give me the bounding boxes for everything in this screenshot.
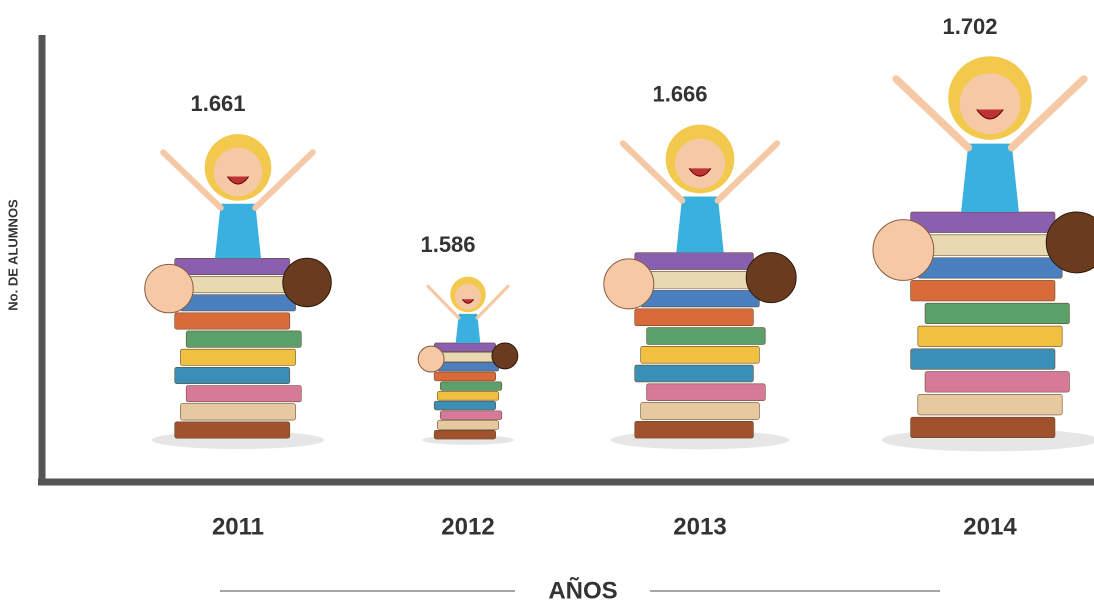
kid-arms bbox=[426, 284, 510, 320]
book bbox=[634, 252, 754, 270]
book bbox=[640, 289, 760, 308]
kid-arms bbox=[619, 140, 781, 204]
pictogram bbox=[144, 134, 332, 450]
book bbox=[436, 420, 500, 430]
book bbox=[924, 371, 1070, 393]
book bbox=[640, 402, 760, 420]
kid-head bbox=[282, 257, 332, 308]
kid-head bbox=[872, 219, 935, 281]
book bbox=[436, 391, 500, 401]
x-axis-label: AÑOS bbox=[548, 576, 617, 604]
book bbox=[924, 302, 1070, 325]
kid-smile bbox=[461, 298, 475, 304]
book bbox=[174, 421, 291, 439]
book bbox=[646, 383, 766, 401]
kid-body bbox=[455, 313, 481, 343]
kid-body bbox=[214, 203, 262, 259]
book bbox=[634, 420, 754, 439]
y-axis-label: No. DE ALUMNOS bbox=[5, 199, 20, 311]
book bbox=[917, 257, 1063, 279]
kid-head bbox=[603, 258, 655, 310]
book bbox=[634, 308, 754, 327]
book bbox=[910, 416, 1056, 439]
kid-arms bbox=[892, 75, 1088, 152]
book bbox=[174, 367, 291, 384]
book bbox=[917, 394, 1063, 416]
book bbox=[917, 325, 1063, 347]
kid-smile bbox=[688, 168, 712, 177]
book bbox=[180, 294, 296, 312]
kid-smile bbox=[976, 109, 1004, 120]
kid-face bbox=[455, 283, 481, 310]
book bbox=[433, 371, 496, 382]
kid-body bbox=[676, 196, 724, 253]
book bbox=[185, 330, 302, 348]
book bbox=[180, 348, 296, 366]
value-label: 1.661 bbox=[190, 91, 245, 116]
value-label: 1.702 bbox=[942, 14, 997, 39]
kid-body bbox=[961, 143, 1019, 213]
book bbox=[910, 280, 1056, 302]
x-tick-label: 2011 bbox=[212, 513, 264, 540]
book bbox=[646, 327, 766, 345]
kid-face bbox=[959, 73, 1021, 135]
book bbox=[180, 403, 296, 421]
book bbox=[433, 429, 496, 440]
book bbox=[910, 348, 1056, 370]
kid-face bbox=[675, 138, 725, 189]
value-label: 1.586 bbox=[420, 232, 475, 257]
kid-head bbox=[144, 263, 194, 314]
book bbox=[436, 362, 500, 372]
kid-arms bbox=[160, 149, 316, 211]
pictogram bbox=[872, 56, 1094, 452]
x-tick-label: 2014 bbox=[963, 513, 1017, 540]
book bbox=[634, 364, 754, 383]
x-tick-label: 2013 bbox=[673, 513, 726, 540]
book bbox=[640, 346, 760, 364]
kid-head bbox=[745, 252, 797, 304]
kid-head bbox=[1045, 211, 1094, 274]
pictogram bbox=[417, 276, 519, 445]
book bbox=[185, 385, 302, 403]
kid-face bbox=[213, 147, 263, 197]
book bbox=[910, 211, 1056, 233]
kid-head bbox=[417, 345, 445, 373]
book bbox=[440, 410, 503, 420]
pictogram bbox=[603, 124, 797, 450]
book bbox=[440, 381, 503, 391]
book bbox=[433, 400, 496, 411]
book bbox=[174, 257, 291, 275]
kid-head bbox=[491, 342, 519, 370]
x-tick-label: 2012 bbox=[441, 513, 494, 540]
book bbox=[433, 342, 496, 352]
value-label: 1.666 bbox=[652, 82, 707, 107]
book bbox=[174, 312, 291, 330]
kid-smile bbox=[226, 176, 250, 185]
